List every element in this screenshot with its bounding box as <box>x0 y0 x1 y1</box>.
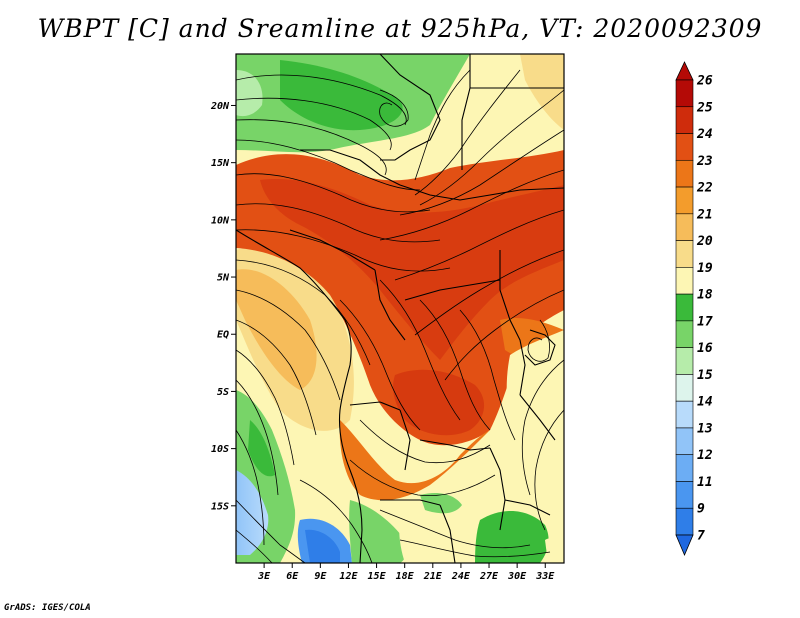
colorbar-over-triangle <box>675 61 694 81</box>
colorbar-label: 9 <box>697 502 705 517</box>
y-tick-label: 20N <box>210 101 230 112</box>
colorbar-label: 20 <box>696 234 713 249</box>
y-tick-label: 5S <box>217 387 229 398</box>
colorbar-box <box>675 427 694 456</box>
x-tick-label: 18E <box>396 571 415 582</box>
y-tick-label: 10S <box>211 444 229 455</box>
colorbar-box <box>675 213 694 241</box>
x-axis: 3E 6E 9E 12E 15E 18E 21E 24E 27E 30E 33E <box>257 563 555 582</box>
colorbar-box <box>675 240 694 268</box>
y-axis: 20N 15N 10N 5N EQ 5S 10S 15S <box>210 101 236 512</box>
colorbar-box <box>675 507 694 536</box>
colorbar-label: 23 <box>696 154 713 169</box>
colorbar-box <box>675 133 694 161</box>
colorbar-label: 24 <box>696 127 713 142</box>
colorbar-box <box>675 374 694 402</box>
x-tick-label: 6E <box>286 571 299 582</box>
x-tick-label: 3E <box>257 571 271 582</box>
country-borders <box>236 54 564 563</box>
map-title: WBPT [C] and Sreamline at 925hPa, VT: 20… <box>37 14 763 43</box>
colorbar-box <box>675 400 694 429</box>
colorbar-label: 13 <box>697 421 713 436</box>
colorbar-label: 25 <box>696 100 713 115</box>
colorbar-box <box>675 347 694 375</box>
colorbar-label: 11 <box>697 475 713 490</box>
colorbar-label: 7 <box>697 529 705 544</box>
x-tick-label: 15E <box>368 571 387 582</box>
colorbar: 26 25 24 23 22 21 20 19 18 17 16 15 14 13 12 11 9 7 <box>675 61 713 557</box>
colorbar-box <box>675 267 694 295</box>
colorbar-box <box>675 186 694 215</box>
colorbar-label: 12 <box>697 448 713 463</box>
colorbar-label: 17 <box>697 314 713 329</box>
colorbar-box <box>675 159 694 188</box>
y-tick-label: EQ <box>217 330 229 341</box>
colorbar-label: 18 <box>697 288 713 303</box>
colorbar-label: 14 <box>697 395 713 410</box>
grads-credit: GrADS: IGES/COLA <box>4 603 91 613</box>
x-tick-label: 12E <box>339 571 358 582</box>
wbpt-shading <box>236 54 564 563</box>
colorbar-box <box>675 79 694 108</box>
colorbar-label: 26 <box>696 74 713 89</box>
colorbar-box <box>675 293 694 322</box>
colorbar-box <box>675 481 694 509</box>
y-tick-label: 10N <box>211 215 230 226</box>
colorbar-label: 22 <box>696 181 713 196</box>
x-tick-label: 21E <box>423 571 443 582</box>
colorbar-label: 16 <box>697 341 713 356</box>
colorbar-under-triangle <box>675 534 694 557</box>
colorbar-label: 19 <box>697 261 713 276</box>
colorbar-label: 21 <box>696 207 713 222</box>
map-frame <box>235 53 565 564</box>
x-tick-label: 33E <box>535 571 555 582</box>
colorbar-box <box>675 320 694 348</box>
x-tick-label: 27E <box>479 571 499 582</box>
y-tick-label: 5N <box>217 273 230 284</box>
y-tick-label: 15N <box>211 158 230 169</box>
y-tick-label: 15S <box>211 501 229 512</box>
x-tick-label: 24E <box>451 571 471 582</box>
x-tick-label: 9E <box>314 571 327 582</box>
colorbar-box <box>675 106 694 134</box>
x-tick-label: 30E <box>507 571 527 582</box>
colorbar-box <box>675 454 694 482</box>
streamlines <box>236 69 564 563</box>
colorbar-label: 15 <box>697 368 713 383</box>
